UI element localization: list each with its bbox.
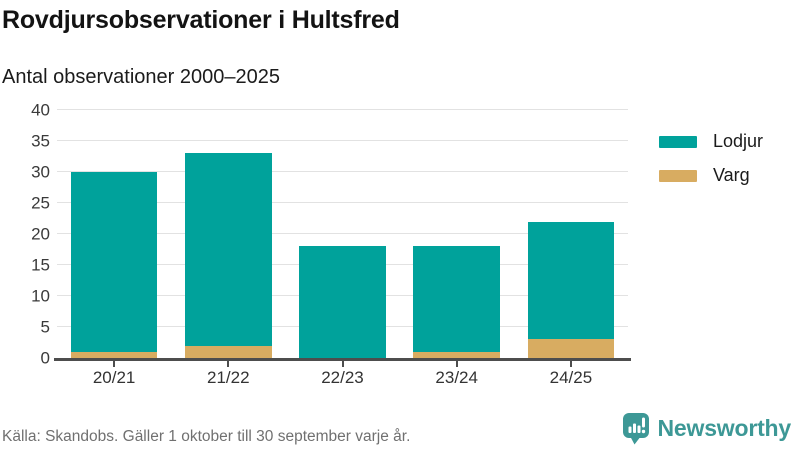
y-tick-label-25: 25: [31, 193, 50, 213]
bar-segment-23-24-lodjur: [413, 246, 501, 352]
x-tick-label-23-24: 23/24: [435, 368, 478, 387]
bar-segment-21-22-varg: [184, 345, 272, 358]
source-note: Källa: Skandobs. Gäller 1 oktober till 3…: [2, 428, 411, 445]
y-tick-label-30: 30: [31, 162, 50, 182]
legend: Lodjur Varg: [659, 131, 763, 186]
chart-subtitle: Antal observationer 2000–2025: [2, 66, 280, 88]
legend-item-varg: Varg: [659, 165, 763, 186]
bar-segment-24-25-lodjur: [527, 221, 615, 340]
bar-segment-21-22-lodjur: [184, 153, 272, 346]
x-tick-label-21-22: 21/22: [207, 368, 250, 387]
bar-24/25: [527, 110, 615, 358]
gridline-25: [57, 202, 628, 203]
x-tick-22-23: [341, 361, 344, 367]
legend-item-lodjur: Lodjur: [659, 131, 763, 152]
legend-swatch-lodjur: [659, 135, 697, 148]
x-tick-label-24-25: 24/25: [549, 368, 593, 387]
x-tick-21-22: [227, 361, 230, 367]
bar-22/23: [299, 110, 386, 358]
x-tick-23-24: [455, 361, 458, 367]
y-tick-label-5: 5: [40, 317, 50, 337]
bar-segment-20-21-varg: [70, 351, 158, 358]
y-tick-label-20: 20: [31, 224, 50, 244]
legend-label-lodjur: Lodjur: [713, 131, 764, 151]
x-tick-label-22-23: 22/23: [321, 368, 364, 387]
x-axis-line: [54, 358, 631, 361]
bar-segment-24-25-varg: [527, 339, 615, 358]
newsworthy-logo-icon: [622, 413, 649, 445]
legend-label-varg: Varg: [713, 165, 750, 185]
newsworthy-brand-link[interactable]: Newsworthy: [622, 412, 791, 445]
bar-20/21: [70, 110, 158, 358]
brand-wordmark: Newsworthy: [657, 415, 792, 441]
x-axis: 20/21 21/22 22/23 23/24 24/25: [57, 368, 628, 390]
x-tick-20-21: [113, 361, 116, 367]
plot-area: [54, 109, 631, 367]
x-tick-label-20-21: 20/21: [92, 368, 136, 387]
gridline-30: [57, 171, 628, 172]
bar-segment-22-23-lodjur: [299, 246, 386, 358]
y-tick-label-0: 0: [40, 348, 50, 368]
x-tick-24-25: [569, 361, 572, 367]
bar-23/24: [413, 110, 501, 358]
bar-21/22: [184, 110, 272, 358]
y-tick-label-10: 10: [31, 286, 50, 306]
legend-swatch-varg: [659, 169, 697, 182]
y-tick-label-35: 35: [31, 131, 50, 151]
bar-segment-20-21-lodjur: [70, 172, 158, 352]
gridline-40: [57, 109, 628, 110]
bar-segment-23-24-varg: [413, 351, 501, 358]
y-tick-label-15: 15: [31, 255, 50, 275]
gridline-20: [57, 233, 628, 234]
y-tick-label-40: 40: [31, 100, 50, 120]
gridline-35: [57, 140, 628, 141]
y-axis: 0 5 10 15 20 25 30 35 40: [0, 102, 50, 367]
page-title: Rovdjursobservationer i Hultsfred: [2, 6, 400, 34]
